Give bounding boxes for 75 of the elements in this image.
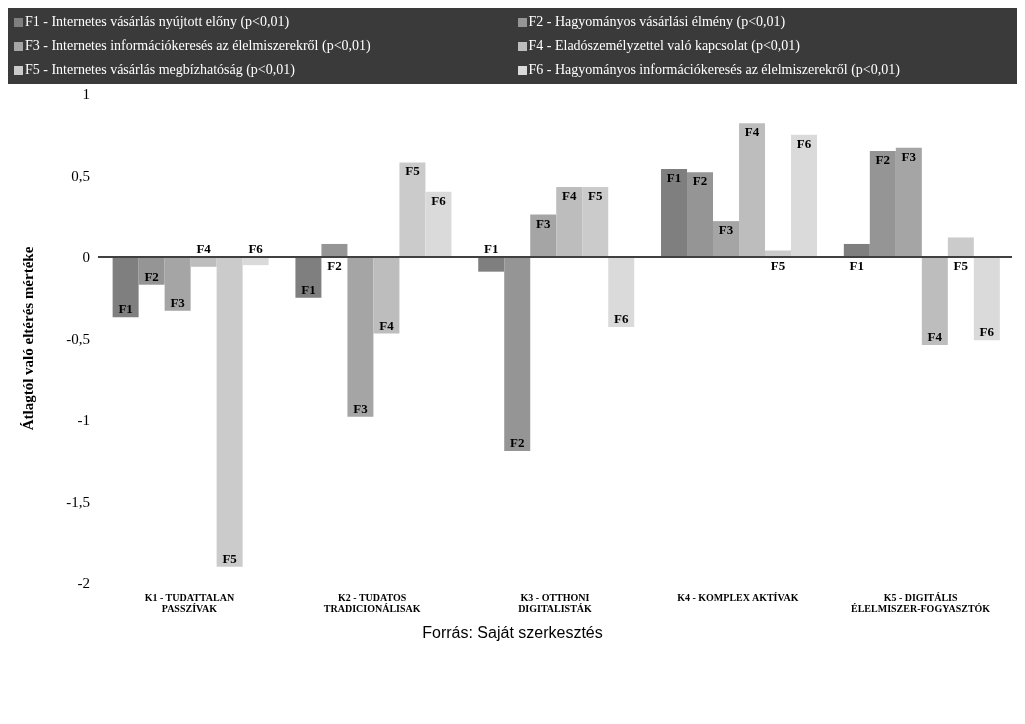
bar (582, 186, 609, 257)
y-tick-label: 1 (82, 86, 90, 103)
bar (895, 147, 922, 257)
bar (843, 243, 870, 257)
bar (973, 257, 1000, 341)
data-label: F4 (379, 317, 395, 333)
legend-label: F2 - Hagyományos vásárlási élmény (p<0,01) (528, 14, 786, 30)
bar (921, 257, 948, 346)
x-tick-label: K1 - TUDATTALAN PASSZÍVAK (144, 592, 235, 614)
x-tick-label: K5 - DIGITÁLIS ÉLELMISZER-FOGYASZTÓK (851, 592, 991, 614)
data-label: F2 (692, 173, 708, 189)
y-tick-label: -1 (77, 412, 90, 429)
data-label: F3 (170, 294, 186, 310)
data-label: F4 (196, 241, 212, 256)
legend-label: F6 - Hagyományos információkeresés az élelmiszerekről (p<0,01) (528, 62, 900, 78)
data-label: F6 (796, 135, 812, 151)
bar (478, 257, 505, 272)
bar (947, 237, 974, 257)
bar (739, 123, 766, 257)
y-tick-label: 0 (82, 249, 90, 266)
legend-label: F1 - Internetes vásárlás nyújtott előny (p<0,01) (25, 14, 290, 30)
data-label: F5 (405, 163, 421, 179)
bar (661, 168, 688, 257)
legend-label: F5 - Internetes vásárlás megbízhatóság (p<0,01) (25, 62, 295, 78)
data-label: F3 (536, 215, 551, 231)
legend-label: F3 - Internetes információkeresés az élelmiszerekről (p<0,01) (25, 38, 371, 54)
bar (216, 257, 243, 567)
bar (687, 172, 714, 257)
data-label: F4 (562, 187, 577, 203)
bar (556, 186, 583, 257)
y-tick-label: -1,5 (66, 493, 90, 510)
data-label: F2 (875, 152, 891, 168)
data-label: F1 (301, 281, 316, 297)
y-tick-label: -0,5 (66, 330, 90, 347)
data-label: F2 (144, 268, 159, 284)
y-axis-title: Átlagtól való eltérés mértéke (20, 246, 37, 431)
bar (190, 257, 217, 267)
data-label: F5 (953, 258, 969, 273)
x-tick-label: K2 - TUDATOS TRADICIONÁLISAK (323, 592, 421, 614)
bar (347, 257, 374, 417)
data-label: F5 (588, 187, 603, 203)
bar (295, 257, 322, 298)
bar (425, 191, 452, 257)
data-label: F1 (666, 169, 682, 185)
data-label: F4 (744, 124, 760, 140)
data-label: F1 (484, 241, 499, 256)
bar (504, 257, 531, 451)
data-label: F6 (614, 311, 629, 327)
bar (112, 257, 139, 318)
data-label: F3 (718, 222, 734, 238)
data-label: F2 (510, 434, 525, 450)
data-label: F3 (901, 148, 917, 164)
data-label: F4 (927, 329, 943, 345)
legend-label: F4 - Eladószemélyzettel való kapcsolat (p<0,01) (528, 38, 800, 54)
data-label: F2 (327, 258, 342, 273)
data-label: F6 (979, 324, 995, 340)
data-label: F6 (431, 192, 447, 208)
y-tick-label: 0,5 (71, 167, 90, 184)
y-tick-label: -2 (77, 575, 90, 592)
x-tick-label: K3 - OTTHONI DIGITALISTÁK (518, 592, 593, 614)
data-label: F6 (248, 241, 264, 256)
data-label: F3 (353, 400, 369, 416)
bar (869, 151, 896, 257)
bar (791, 134, 818, 257)
x-tick-label: K4 - KOMPLEX AKTÍVAK (677, 592, 799, 603)
data-label: F5 (222, 550, 238, 566)
data-label: F5 (770, 258, 786, 273)
data-label: F1 (118, 301, 133, 317)
text: Forrás: Saját szerkesztés (421, 624, 604, 642)
bar (373, 257, 400, 334)
bar (321, 243, 348, 257)
data-label: F1 (849, 258, 865, 273)
bar (608, 257, 635, 328)
bar (399, 162, 426, 257)
bar (164, 257, 191, 311)
